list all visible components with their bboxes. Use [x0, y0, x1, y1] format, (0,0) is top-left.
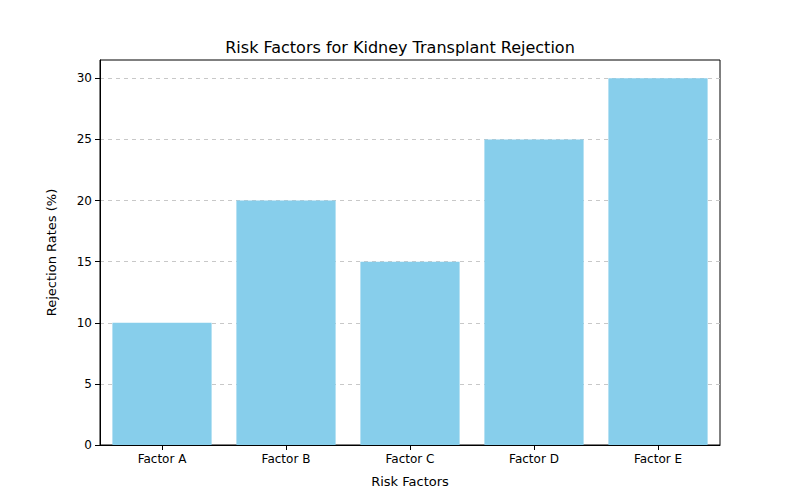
svg-text:Factor B: Factor B [262, 452, 311, 466]
svg-text:Factor C: Factor C [386, 452, 435, 466]
svg-text:Factor A: Factor A [138, 452, 188, 466]
svg-text:Risk Factors: Risk Factors [371, 474, 449, 489]
svg-text:10: 10 [77, 316, 92, 330]
svg-text:Risk Factors for Kidney Transp: Risk Factors for Kidney Transplant Rejec… [225, 38, 575, 57]
svg-text:5: 5 [84, 377, 92, 391]
svg-text:20: 20 [77, 194, 92, 208]
svg-text:Factor E: Factor E [634, 452, 682, 466]
svg-text:25: 25 [77, 132, 92, 146]
svg-text:0: 0 [84, 438, 92, 452]
svg-text:30: 30 [77, 71, 92, 85]
svg-text:Rejection Rates (%): Rejection Rates (%) [44, 189, 59, 316]
svg-text:Factor D: Factor D [509, 452, 559, 466]
svg-text:15: 15 [77, 255, 92, 269]
